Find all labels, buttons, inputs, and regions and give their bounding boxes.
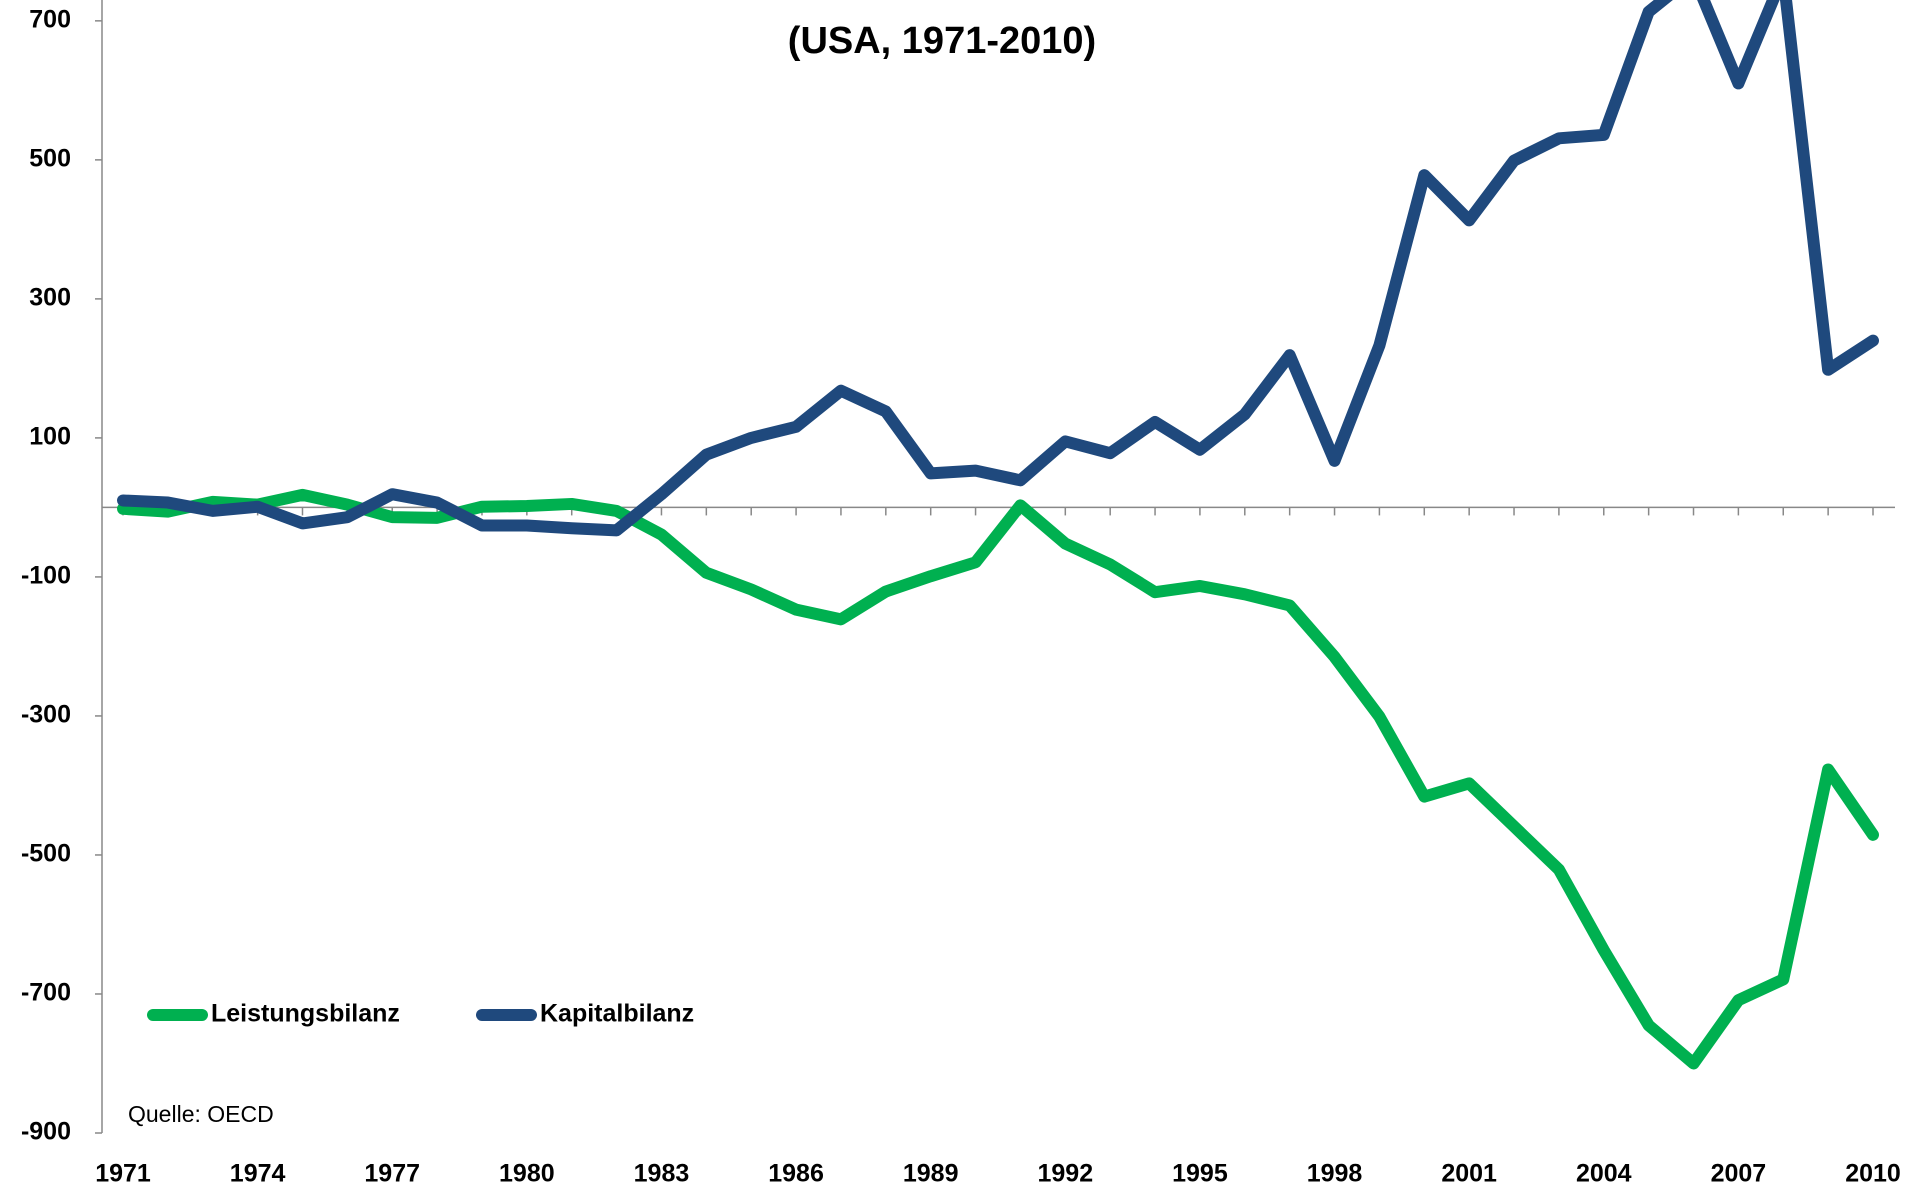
y-tick-label: -900 — [21, 1118, 71, 1146]
x-tick-label: 1995 — [1172, 1160, 1228, 1188]
x-tick-label: 1971 — [95, 1160, 151, 1188]
x-tick-label: 1986 — [768, 1160, 824, 1188]
chart-subtitle: (USA, 1971-2010) — [788, 20, 1096, 62]
y-tick-label: 300 — [29, 283, 71, 311]
x-tick-label: 2004 — [1576, 1160, 1632, 1188]
x-tick-label: 1998 — [1307, 1160, 1363, 1188]
y-tick-label: -100 — [21, 562, 71, 590]
x-tick-label: 1989 — [903, 1160, 959, 1188]
x-tick-label: 1983 — [634, 1160, 690, 1188]
legend-label: Leistungsbilanz — [211, 1000, 400, 1028]
y-tick-label: -300 — [21, 701, 71, 729]
x-tick-label: 1977 — [364, 1160, 420, 1188]
x-tick-label: 1974 — [230, 1160, 286, 1188]
y-tick-label: 100 — [29, 423, 71, 451]
x-tick-label: 1992 — [1037, 1160, 1093, 1188]
x-tick-label: 1980 — [499, 1160, 555, 1188]
y-tick-label: 700 — [29, 5, 71, 33]
x-tick-label: 2007 — [1711, 1160, 1767, 1188]
y-tick-label: 500 — [29, 144, 71, 172]
legend-label: Kapitalbilanz — [540, 1000, 694, 1028]
x-tick-label: 2001 — [1441, 1160, 1497, 1188]
y-tick-label: -500 — [21, 840, 71, 868]
y-tick-label: -700 — [21, 979, 71, 1007]
series-line — [117, 0, 1879, 537]
source-note: Quelle: OECD — [128, 1101, 274, 1127]
series-line — [117, 488, 1879, 1070]
x-tick-label: 2010 — [1845, 1160, 1901, 1188]
